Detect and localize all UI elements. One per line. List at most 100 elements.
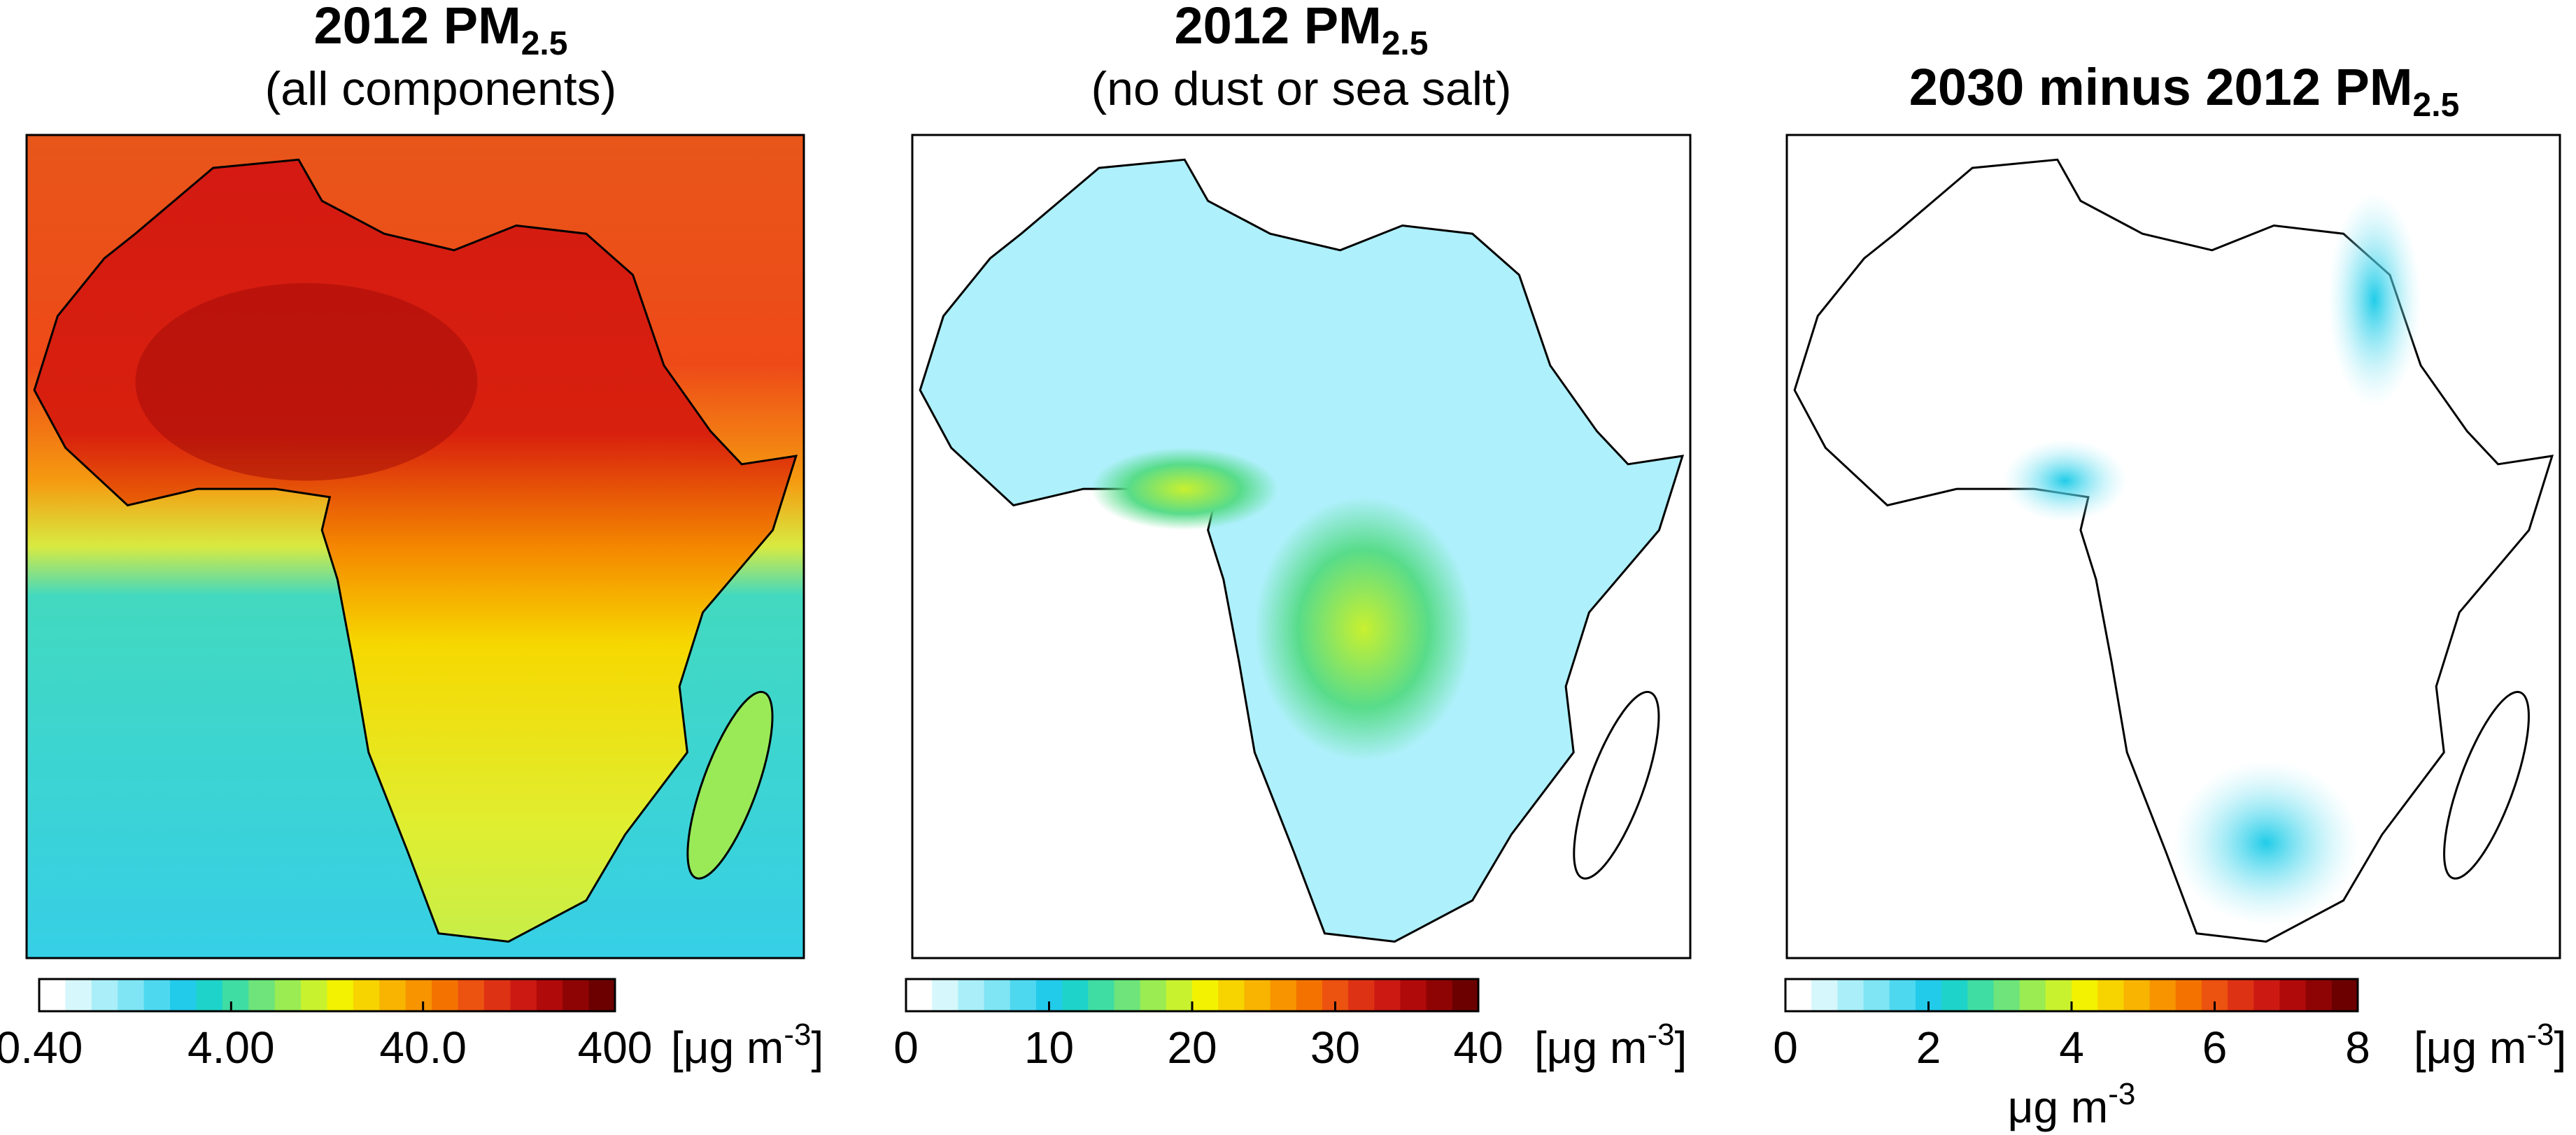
colorbar-segment (1785, 979, 1812, 1011)
units-text: ] (811, 1022, 823, 1073)
units-text: ] (2554, 1022, 2566, 1073)
colorbar-segment (1296, 979, 1323, 1011)
colorbar-segment (2228, 979, 2254, 1011)
map-land (1573, 690, 1660, 880)
colorbar-units: [μg m-3] (2414, 1018, 2566, 1073)
units-text: ] (1674, 1022, 1687, 1073)
map-frame (25, 134, 805, 959)
colorbar-segment (2072, 979, 2098, 1011)
colorbar-segment (1114, 979, 1141, 1011)
colorbar-tick-label: 0 (1773, 1022, 1798, 1073)
panel-title: 2030 minus 2012 PM2.5 (1909, 58, 2460, 124)
colorbar-segment (1967, 979, 1994, 1011)
colorbar-units: [μg m-3] (671, 1018, 823, 1073)
colorbar-segment (562, 979, 590, 1011)
colorbar-segment (248, 979, 276, 1011)
colorbar-segment (2097, 979, 2124, 1011)
colorbar-segment (906, 979, 933, 1011)
colorbar-segment (458, 979, 485, 1011)
axis-label-superscript: -3 (2108, 1077, 2135, 1111)
colorbar-segment (1192, 979, 1219, 1011)
colorbar-segment (405, 979, 432, 1011)
panel-subtitle: (no dust or sea salt) (1091, 62, 1512, 115)
colorbar-segment (1426, 979, 1453, 1011)
colorbar-segment (2279, 979, 2307, 1011)
colorbar-segment (274, 979, 302, 1011)
colorbar-segment (1863, 979, 1890, 1011)
colorbar-segment (1889, 979, 1916, 1011)
colorbar-segment (222, 979, 249, 1011)
colorbar-segment (2149, 979, 2177, 1011)
colorbar-segment (432, 979, 459, 1011)
colorbar-segment (1166, 979, 1193, 1011)
colorbar-tick-label: 40.0 (379, 1022, 467, 1073)
colorbar-segment (353, 979, 380, 1011)
colorbar-segment (1374, 979, 1401, 1011)
map-land (2443, 690, 2530, 880)
map-frame (1785, 134, 2561, 959)
units-superscript: -3 (784, 1018, 811, 1052)
colorbar-segment (301, 979, 327, 1011)
colorbar-tick-label: 2 (1916, 1022, 1941, 1073)
units-superscript: -3 (2526, 1018, 2554, 1052)
colorbar-segment (483, 979, 511, 1011)
title-text: 2012 PM (314, 0, 521, 55)
colorbar-frame (38, 978, 616, 1013)
colorbar-segment (2045, 979, 2072, 1011)
colorbar-segment (1140, 979, 1167, 1011)
colorbar-tick-label: 400 (578, 1022, 653, 1073)
colorbar-segment (1348, 979, 1375, 1011)
colorbar-segment (588, 979, 616, 1011)
units-text: [μg m (1534, 1022, 1647, 1073)
colorbar-tick-label: 30 (1310, 1022, 1360, 1073)
title-subscript: 2.5 (521, 25, 568, 62)
colorbar-segment (143, 979, 171, 1011)
colorbar-segment (510, 979, 537, 1011)
colorbar-segment (984, 979, 1011, 1011)
colorbar-segment (170, 979, 197, 1011)
colorbar-segment (327, 979, 354, 1011)
colorbar-axis-label: μg m-3 (2008, 1077, 2136, 1132)
map-hotspot (1254, 497, 1473, 761)
colorbar-segment (1088, 979, 1114, 1011)
colorbar-tick-label: 8 (2345, 1022, 2370, 1073)
title-text: 2030 minus 2012 PM (1909, 58, 2413, 116)
colorbar-segment (1244, 979, 1271, 1011)
colorbar-segment (1837, 979, 1864, 1011)
title-text: 2012 PM (1175, 0, 1382, 55)
colorbar-segment (2175, 979, 2202, 1011)
colorbar-segment (91, 979, 118, 1011)
map-hotspot (2328, 192, 2421, 407)
colorbar-segment (1062, 979, 1089, 1011)
map-land (686, 690, 774, 880)
colorbar-tick-label: 4 (2059, 1022, 2084, 1073)
colorbar-tick-label: 20 (1167, 1022, 1217, 1073)
title-subscript: 2.5 (1382, 25, 1429, 62)
units-superscript: -3 (1647, 1018, 1674, 1052)
colorbar-segment (39, 979, 66, 1011)
map-hotspot (2173, 760, 2359, 925)
colorbar-segment (536, 979, 563, 1011)
colorbar-segment (958, 979, 985, 1011)
map-frame (911, 134, 1692, 959)
colorbar-segment (1993, 979, 2021, 1011)
map-hotspot (1091, 448, 1278, 530)
colorbar-segment (1941, 979, 1968, 1011)
colorbar-segment (2305, 979, 2333, 1011)
panel-title: 2012 PM2.5 (314, 0, 568, 62)
units-text: [μg m (671, 1022, 784, 1073)
colorbar-segment (2123, 979, 2151, 1011)
colorbar-segment (932, 979, 958, 1011)
colorbar-segment (1270, 979, 1297, 1011)
colorbar-segment (1400, 979, 1427, 1011)
colorbar-segment (118, 979, 145, 1011)
panel: 2012 PM2.5(no dust or sea salt) 0 10 20 30 40… (893, 0, 1692, 1073)
colorbar-tick-label: 0.40 (0, 1022, 83, 1073)
title-subscript: 2.5 (2413, 87, 2460, 124)
panel: 2012 PM2.5(all components) 0.40 4.00 40.0 40… (0, 0, 823, 1073)
colorbar-tick-label: 4.00 (187, 1022, 275, 1073)
colorbar-segment (196, 979, 223, 1011)
units-text: [μg m (2414, 1022, 2526, 1073)
colorbar-tick-label: 0 (893, 1022, 919, 1073)
